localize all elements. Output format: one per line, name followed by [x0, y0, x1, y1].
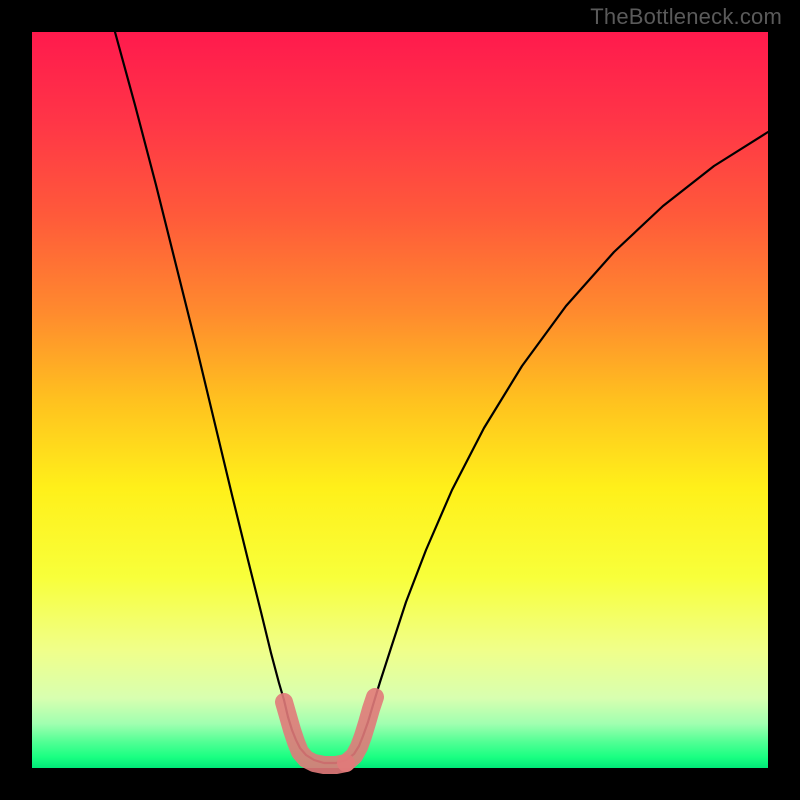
- plot-background: [32, 32, 768, 768]
- chart-container: TheBottleneck.com: [0, 0, 800, 800]
- watermark-text: TheBottleneck.com: [590, 4, 782, 30]
- chart-svg: [0, 0, 800, 800]
